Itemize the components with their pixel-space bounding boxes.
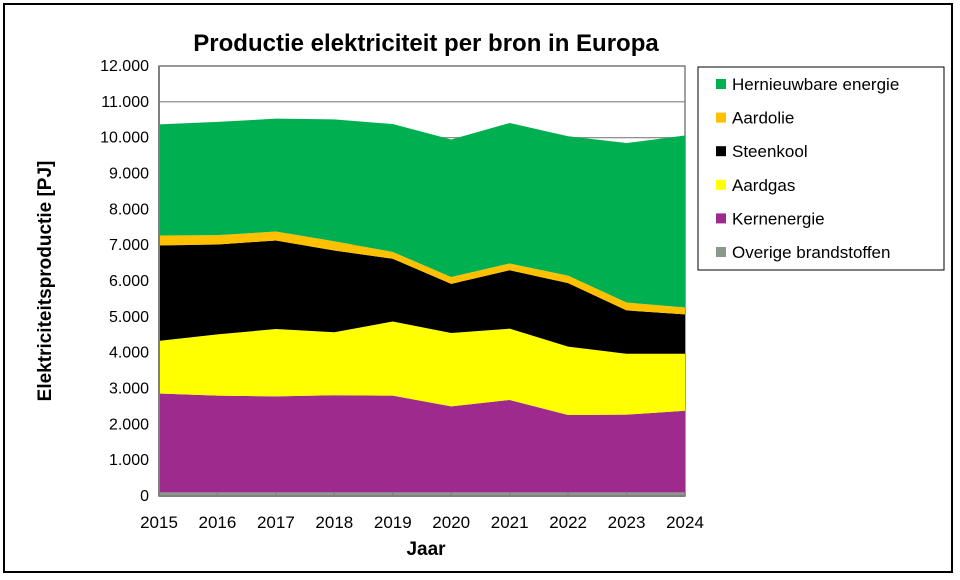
y-tick-label: 9.000 [109, 166, 149, 183]
y-tick-label: 12.000 [100, 58, 149, 75]
area-hernieuwbare-energie [159, 118, 685, 308]
legend-swatch [716, 112, 726, 123]
x-tick-label: 2019 [374, 513, 412, 532]
legend-label: Aardolie [732, 109, 794, 128]
y-tick-label: 11.000 [101, 94, 149, 111]
legend-box [697, 66, 945, 271]
legend-label: Hernieuwbare energie [732, 75, 899, 94]
legend-label: Steenkool [732, 142, 808, 161]
x-tick-label: 2016 [199, 513, 237, 532]
area-kernenergie [159, 393, 685, 493]
y-axis-label: Elektriciteitsproductie [PJ] [35, 161, 56, 402]
chart-frame [3, 3, 953, 573]
x-tick-label: 2020 [432, 513, 470, 532]
x-tick-label: 2018 [315, 513, 353, 532]
x-tick-label: 2017 [257, 513, 295, 532]
x-tick-label: 2021 [491, 513, 529, 532]
chart-title: Productie elektriciteit per bron in Euro… [193, 30, 659, 57]
x-tick-label: 2015 [140, 513, 178, 532]
area-steenkool [159, 240, 685, 354]
y-tick-label: 5.000 [109, 309, 149, 326]
legend-label: Overige brandstoffen [732, 243, 890, 262]
y-tick-label: 4.000 [109, 345, 149, 362]
area-aardolie [159, 231, 685, 315]
area-aardgas [159, 321, 685, 416]
y-tick-label: 0 [140, 488, 149, 505]
x-tick-label: 2022 [549, 513, 587, 532]
y-tick-label: 8.000 [109, 201, 149, 218]
y-tick-label: 7.000 [109, 237, 149, 254]
x-axis-label: Jaar [406, 539, 446, 560]
y-tick-label: 2.000 [109, 416, 149, 433]
legend-label: Kernenergie [732, 209, 825, 228]
x-tick-label: 2023 [608, 513, 646, 532]
legend: Hernieuwbare energie Aardolie Steenkool Aar… [697, 66, 945, 271]
legend-swatch [716, 79, 726, 89]
y-tick-label: 1.000 [109, 452, 149, 469]
legend-swatch [716, 247, 726, 257]
x-tick-label: 2024 [666, 513, 704, 532]
legend-swatch [716, 179, 726, 190]
y-tick-label: 10.000 [100, 130, 149, 147]
legend-swatch [716, 213, 726, 224]
legend-label: Aardgas [732, 176, 795, 195]
legend-swatch [716, 146, 726, 157]
y-tick-label: 6.000 [109, 273, 149, 290]
y-tick-label: 3.000 [109, 381, 149, 398]
